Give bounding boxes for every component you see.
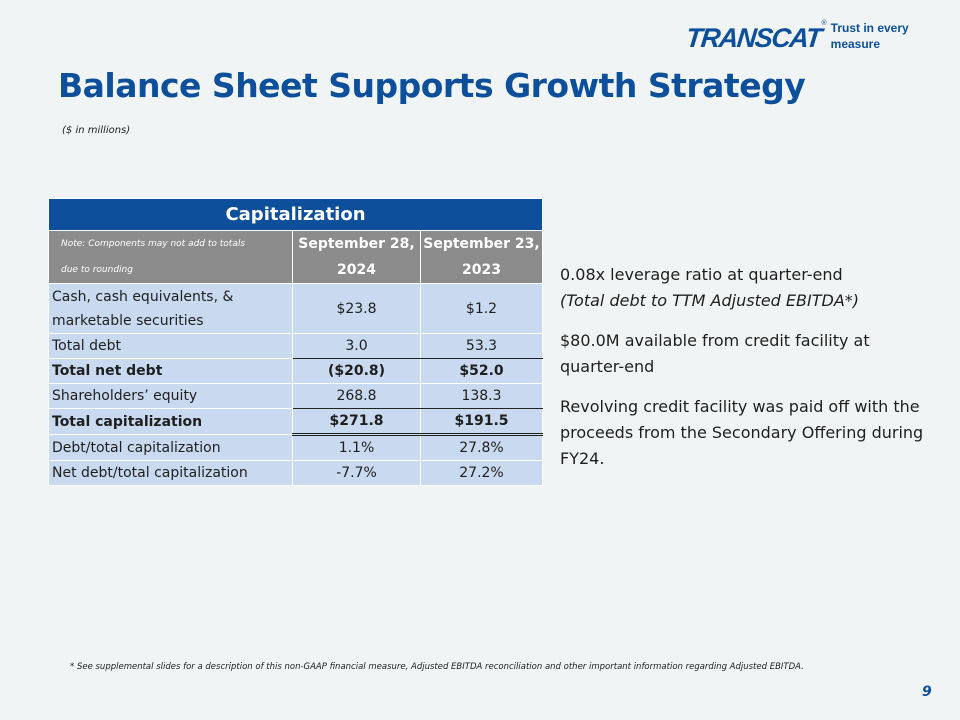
row-label: Total net debt	[48, 358, 293, 384]
row-label: Total debt	[48, 333, 293, 359]
row-label: Shareholders’ equity	[48, 383, 293, 409]
table-header-row: Note: Components may not add to totals d…	[48, 230, 543, 284]
table-row-net-debt-total-cap: Net debt/total capitalization -7.7% 27.2…	[48, 460, 543, 486]
footnote: * See supplemental slides for a descript…	[70, 662, 804, 672]
logo-wordmark: TRANSCAT	[684, 23, 823, 53]
table-row-cash: Cash, cash equivalents, & marketable sec…	[48, 283, 543, 334]
row-value-2024: 268.8	[292, 383, 421, 409]
rounding-note-line-2: due to rounding	[61, 265, 133, 275]
row-label: Total capitalization	[48, 408, 293, 435]
row-value-2023: 27.8%	[420, 434, 543, 461]
point-leverage: 0.08x leverage ratio at quarter-end (Tot…	[560, 262, 930, 314]
slide-title: Balance Sheet Supports Growth Strategy	[58, 66, 806, 105]
table-row-total-net-debt: Total net debt ($20.8) $52.0	[48, 358, 543, 384]
row-value-2023: $52.0	[420, 358, 543, 384]
row-label: Cash, cash equivalents, & marketable sec…	[48, 283, 293, 334]
row-value-2024: 3.0	[292, 333, 421, 359]
row-value-2023: $191.5	[420, 408, 543, 436]
table-caption: Capitalization	[48, 198, 543, 231]
column-header-2023-line-2: 2023	[462, 262, 501, 278]
row-value-2024: ($20.8)	[292, 358, 421, 384]
row-value-2023: 53.3	[420, 333, 543, 359]
row-label-line-1: Cash, cash equivalents, &	[52, 288, 234, 305]
point-credit-facility: $80.0M available from credit facility at…	[560, 331, 870, 376]
column-header-2024-line-2: 2024	[337, 262, 376, 278]
units-note: ($ in millions)	[62, 125, 131, 136]
rounding-note-line-1: Note: Components may not add to totals	[61, 239, 246, 249]
point-leverage-definition: (Total debt to TTM Adjusted EBITDA*)	[560, 291, 860, 310]
row-value-2023: 27.2%	[420, 460, 543, 486]
row-value-2024: $271.8	[292, 408, 421, 436]
rounding-note: Note: Components may not add to totals d…	[48, 230, 293, 284]
row-label: Debt/total capitalization	[48, 434, 293, 461]
capitalization-table: Capitalization Note: Components may not …	[48, 198, 543, 486]
row-value-2024: $23.8	[292, 283, 421, 334]
table-row-total-debt: Total debt 3.0 53.3	[48, 333, 543, 359]
row-value-2024: -7.7%	[292, 460, 421, 486]
row-value-2023: 138.3	[420, 383, 543, 409]
key-points: 0.08x leverage ratio at quarter-end (Tot…	[560, 262, 930, 486]
table-row-shareholders-equity: Shareholders’ equity 268.8 138.3	[48, 383, 543, 409]
column-header-2023-line-1: September 23,	[423, 236, 540, 252]
transcat-logo: TRANSCAT ® Trust in every measure	[684, 20, 960, 53]
row-label: Net debt/total capitalization	[48, 460, 293, 486]
page-number: 9	[922, 684, 932, 700]
column-header-2024: September 28, 2024	[292, 230, 421, 284]
table-row-total-capitalization: Total capitalization $271.8 $191.5	[48, 408, 543, 436]
table-row-debt-total-cap: Debt/total capitalization 1.1% 27.8%	[48, 434, 543, 461]
row-value-2023: $1.2	[420, 283, 543, 334]
point-revolver-paid-off: Revolving credit facility was paid off w…	[560, 397, 924, 468]
column-header-2023: September 23, 2023	[420, 230, 543, 284]
point-leverage-text: 0.08x leverage ratio at quarter-end	[560, 265, 843, 284]
logo-registered-mark: ®	[821, 20, 827, 27]
row-label-line-2: marketable securities	[52, 312, 204, 329]
row-value-2024: 1.1%	[292, 434, 421, 461]
column-header-2024-line-1: September 28,	[298, 236, 415, 252]
logo-tagline: Trust in every measure	[830, 21, 909, 51]
